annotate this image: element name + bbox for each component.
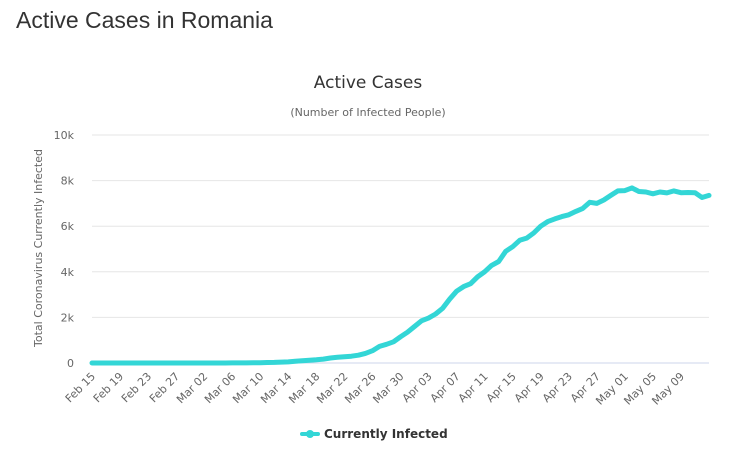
y-tick-label: 0 [67,357,74,370]
x-tick-label: Apr 11 [456,370,491,405]
grid-lines [92,134,709,364]
x-tick-label: Apr 19 [512,370,547,405]
x-tick-label: Feb 23 [119,370,154,405]
y-tick-label: 6k [61,220,75,233]
x-tick-label: Feb 15 [63,370,98,405]
y-tick-label: 10k [54,129,75,142]
x-tick-label: Apr 03 [400,370,435,405]
x-tick-label: Mar 30 [370,370,406,406]
x-tick-label: Apr 15 [484,370,519,405]
y-tick-label: 4k [61,266,75,279]
legend-marker-dot [306,430,314,438]
legend[interactable]: Currently Infected [300,427,448,441]
series-layer [89,185,712,366]
x-tick-label: Apr 07 [428,370,463,405]
series-line-currently-infected [89,185,712,366]
y-tick-label: 8k [61,175,75,188]
chart-subtitle: (Number of Infected People) [290,106,445,119]
legend-label-currently-infected: Currently Infected [324,427,448,441]
y-axis-ticks: 0 2k 4k 6k 8k 10k [54,129,75,370]
page-title: Active Cases in Romania [16,7,273,33]
y-axis-label: Total Coronavirus Currently Infected [32,149,45,348]
x-tick-label: Feb 19 [91,370,126,405]
x-tick-label: Apr 23 [540,370,575,405]
chart-title: Active Cases [314,73,423,93]
y-tick-label: 2k [61,311,75,324]
